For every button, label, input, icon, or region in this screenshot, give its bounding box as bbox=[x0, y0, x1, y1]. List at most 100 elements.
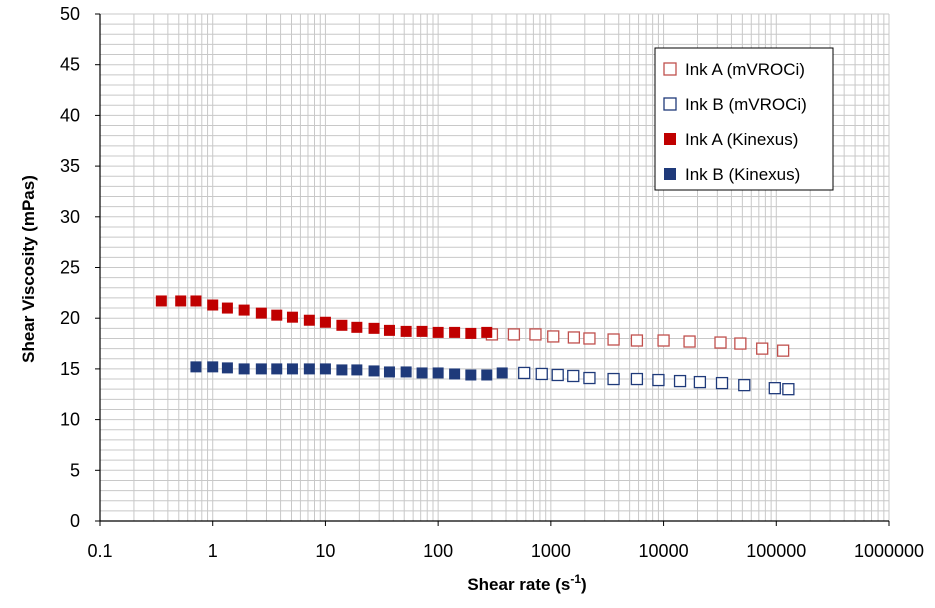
x-axis-title-main: Shear rate (s bbox=[467, 575, 570, 594]
data-point bbox=[400, 366, 412, 378]
data-point bbox=[652, 373, 665, 387]
legend-label: Ink A (Kinexus) bbox=[685, 130, 798, 149]
data-point bbox=[286, 363, 298, 375]
data-point bbox=[507, 328, 521, 341]
legend-box bbox=[654, 47, 834, 191]
legend: Ink A (mVROCi) Ink B (mVROCi) Ink A (Kinex… bbox=[654, 47, 834, 191]
data-point bbox=[465, 327, 477, 339]
data-point bbox=[416, 325, 428, 337]
data-point bbox=[481, 369, 493, 381]
y-axis-title: Shear Viscosity (mPas) bbox=[19, 175, 38, 363]
data-point bbox=[607, 372, 620, 386]
data-point bbox=[207, 361, 219, 373]
x-axis-title: Shear rate (s-1) bbox=[467, 572, 586, 594]
data-point bbox=[551, 368, 564, 382]
legend-label: Ink B (Kinexus) bbox=[685, 165, 800, 184]
data-point bbox=[734, 337, 747, 350]
data-point bbox=[630, 372, 644, 386]
data-point bbox=[351, 364, 363, 376]
data-point bbox=[319, 316, 331, 328]
legend-marker bbox=[664, 133, 676, 145]
data-point bbox=[319, 363, 331, 375]
series-0 bbox=[485, 328, 790, 357]
data-point bbox=[383, 366, 395, 378]
data-point bbox=[286, 311, 298, 323]
y-axis-tick-labels: 0 5 10 15 20 25 30 35 40 45 50 bbox=[60, 4, 80, 531]
y-tick-label: 10 bbox=[60, 410, 80, 430]
x-axis-tick-labels: 0.1 1 10 100 1000 10000 100000 1000000 bbox=[87, 541, 924, 561]
x-tick-label: 100 bbox=[423, 541, 453, 561]
data-point bbox=[383, 324, 395, 336]
data-point bbox=[465, 369, 477, 381]
data-point bbox=[449, 326, 461, 338]
data-point bbox=[607, 333, 620, 346]
y-tick-label: 40 bbox=[60, 105, 80, 125]
x-tick-label: 10000 bbox=[639, 541, 689, 561]
data-point bbox=[416, 367, 428, 379]
data-point bbox=[190, 295, 202, 307]
data-point bbox=[190, 361, 202, 373]
data-point bbox=[630, 334, 644, 347]
x-tick-label: 1 bbox=[208, 541, 218, 561]
data-point bbox=[715, 376, 729, 390]
data-point bbox=[336, 319, 348, 331]
data-point bbox=[673, 374, 687, 388]
data-point bbox=[368, 322, 380, 334]
data-point bbox=[271, 363, 283, 375]
data-point bbox=[583, 332, 596, 345]
data-point bbox=[221, 362, 233, 374]
data-point bbox=[238, 363, 250, 375]
data-point bbox=[400, 325, 412, 337]
data-point bbox=[693, 375, 707, 389]
data-point bbox=[776, 344, 790, 357]
x-axis-title-close: ) bbox=[581, 575, 587, 594]
axes bbox=[95, 13, 890, 526]
data-point bbox=[547, 330, 560, 343]
legend-label: Ink B (mVROCi) bbox=[685, 95, 807, 114]
legend-label: Ink A (mVROCi) bbox=[685, 60, 805, 79]
data-point bbox=[738, 378, 751, 392]
data-point bbox=[368, 365, 380, 377]
data-point bbox=[481, 326, 493, 338]
data-point bbox=[657, 334, 670, 347]
y-tick-label: 35 bbox=[60, 156, 80, 176]
data-point bbox=[535, 367, 548, 381]
data-point bbox=[221, 302, 233, 314]
data-point bbox=[768, 382, 781, 395]
y-tick-label: 15 bbox=[60, 359, 80, 379]
data-point bbox=[238, 304, 250, 316]
data-point bbox=[782, 383, 795, 396]
data-point bbox=[351, 321, 363, 333]
data-series bbox=[155, 295, 795, 396]
x-tick-label: 0.1 bbox=[87, 541, 112, 561]
y-tick-label: 45 bbox=[60, 55, 80, 75]
data-point bbox=[255, 363, 267, 375]
data-point bbox=[756, 342, 769, 355]
data-point bbox=[449, 368, 461, 380]
data-point bbox=[432, 326, 444, 338]
data-point bbox=[303, 363, 315, 375]
data-point bbox=[175, 295, 187, 307]
series-1 bbox=[518, 366, 795, 396]
data-point bbox=[518, 366, 531, 380]
y-tick-label: 5 bbox=[70, 460, 80, 480]
data-point bbox=[529, 328, 542, 341]
series-2 bbox=[155, 295, 493, 339]
data-point bbox=[583, 371, 596, 385]
legend-marker bbox=[663, 97, 677, 111]
x-tick-label: 100000 bbox=[746, 541, 806, 561]
y-tick-label: 25 bbox=[60, 258, 80, 278]
data-point bbox=[155, 295, 167, 307]
grid-lines bbox=[99, 13, 890, 522]
data-point bbox=[271, 309, 283, 321]
data-point bbox=[496, 367, 508, 379]
x-tick-label: 10 bbox=[315, 541, 335, 561]
legend-marker bbox=[663, 62, 677, 76]
x-axis-title-superscript: -1 bbox=[570, 572, 581, 586]
data-point bbox=[714, 336, 727, 349]
y-tick-label: 50 bbox=[60, 4, 80, 24]
data-point bbox=[255, 307, 267, 319]
data-point bbox=[336, 364, 348, 376]
y-tick-label: 20 bbox=[60, 308, 80, 328]
